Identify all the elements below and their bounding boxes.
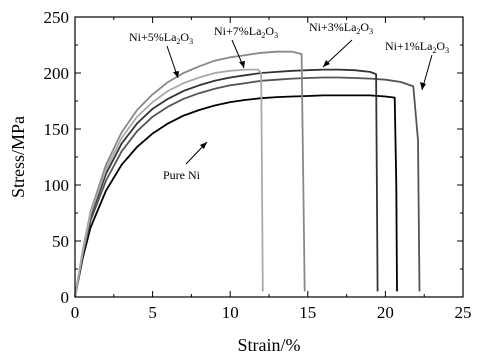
series-line-3 (74, 50, 306, 298)
annot-label-ni5: Ni+5%La2O3 (129, 30, 193, 46)
x-tick-label: 20 (377, 303, 394, 322)
series-line-1 (74, 76, 421, 298)
x-tick-label: 5 (148, 303, 157, 322)
annot-label-ni1: Ni+1%La2O3 (385, 39, 449, 55)
y-tick-label: 150 (44, 120, 70, 139)
series-line-0 (74, 94, 398, 298)
x-tick-label: 10 (222, 303, 239, 322)
y-tick-label: 0 (61, 288, 70, 307)
y-tick-label: 50 (52, 232, 69, 251)
annotation-layer: Pure Ni Ni+1%La2O3 Ni+3%La2O3 Ni+5%La2O3… (129, 20, 449, 182)
series-line-2 (74, 68, 379, 298)
annot-arrowhead-ni7 (239, 61, 245, 68)
series-layer (74, 50, 421, 298)
series-line-4 (74, 68, 264, 298)
annot-arrowhead-ni1 (420, 82, 426, 90)
annot-arrowhead-pure-ni (200, 142, 207, 149)
plot-frame (74, 16, 464, 298)
annot-arrowhead-ni5 (173, 71, 179, 78)
annot-label-pure-ni: Pure Ni (163, 168, 201, 182)
x-tick-label: 15 (299, 303, 316, 322)
y-tick-label: 200 (44, 64, 70, 83)
y-axis-title: Stress/MPa (8, 116, 28, 198)
annot-label-ni3: Ni+3%La2O3 (309, 20, 373, 36)
x-tick-label: 25 (455, 303, 472, 322)
annot-arrowhead-ni3 (323, 60, 330, 67)
y-tick-label: 250 (44, 8, 70, 27)
annot-label-ni7: Ni+7%La2O3 (214, 24, 278, 40)
y-tick-label: 100 (44, 176, 70, 195)
x-axis-title: Strain/% (238, 335, 301, 355)
x-tick-label: 0 (71, 303, 80, 322)
